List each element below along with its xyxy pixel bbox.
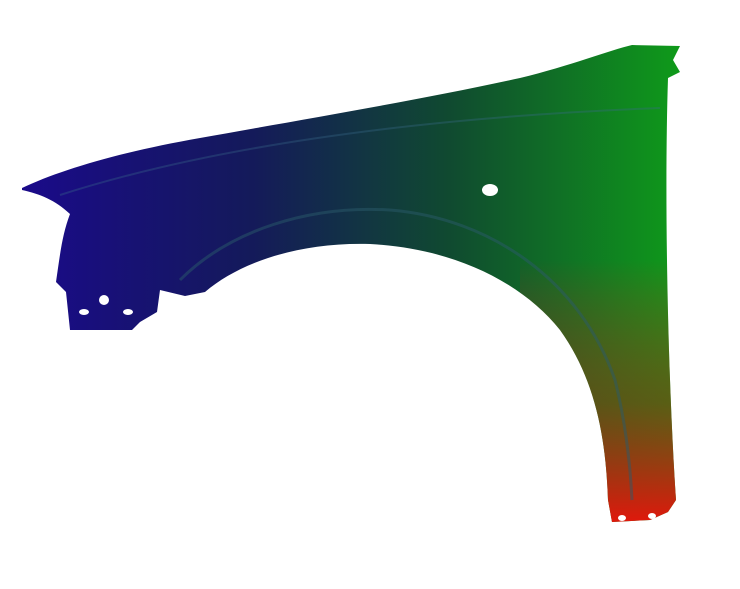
- fender-body: [22, 45, 680, 522]
- bracket-hole: [79, 309, 89, 315]
- wheel-arch-flange: [178, 207, 634, 501]
- body-crease: [59, 107, 661, 196]
- bracket-hole: [99, 295, 109, 305]
- mounting-hole: [482, 184, 498, 196]
- bracket-hole: [123, 309, 133, 315]
- bracket-hole: [618, 515, 626, 521]
- bracket-hole: [648, 513, 656, 519]
- fender-red-tint: [520, 45, 680, 522]
